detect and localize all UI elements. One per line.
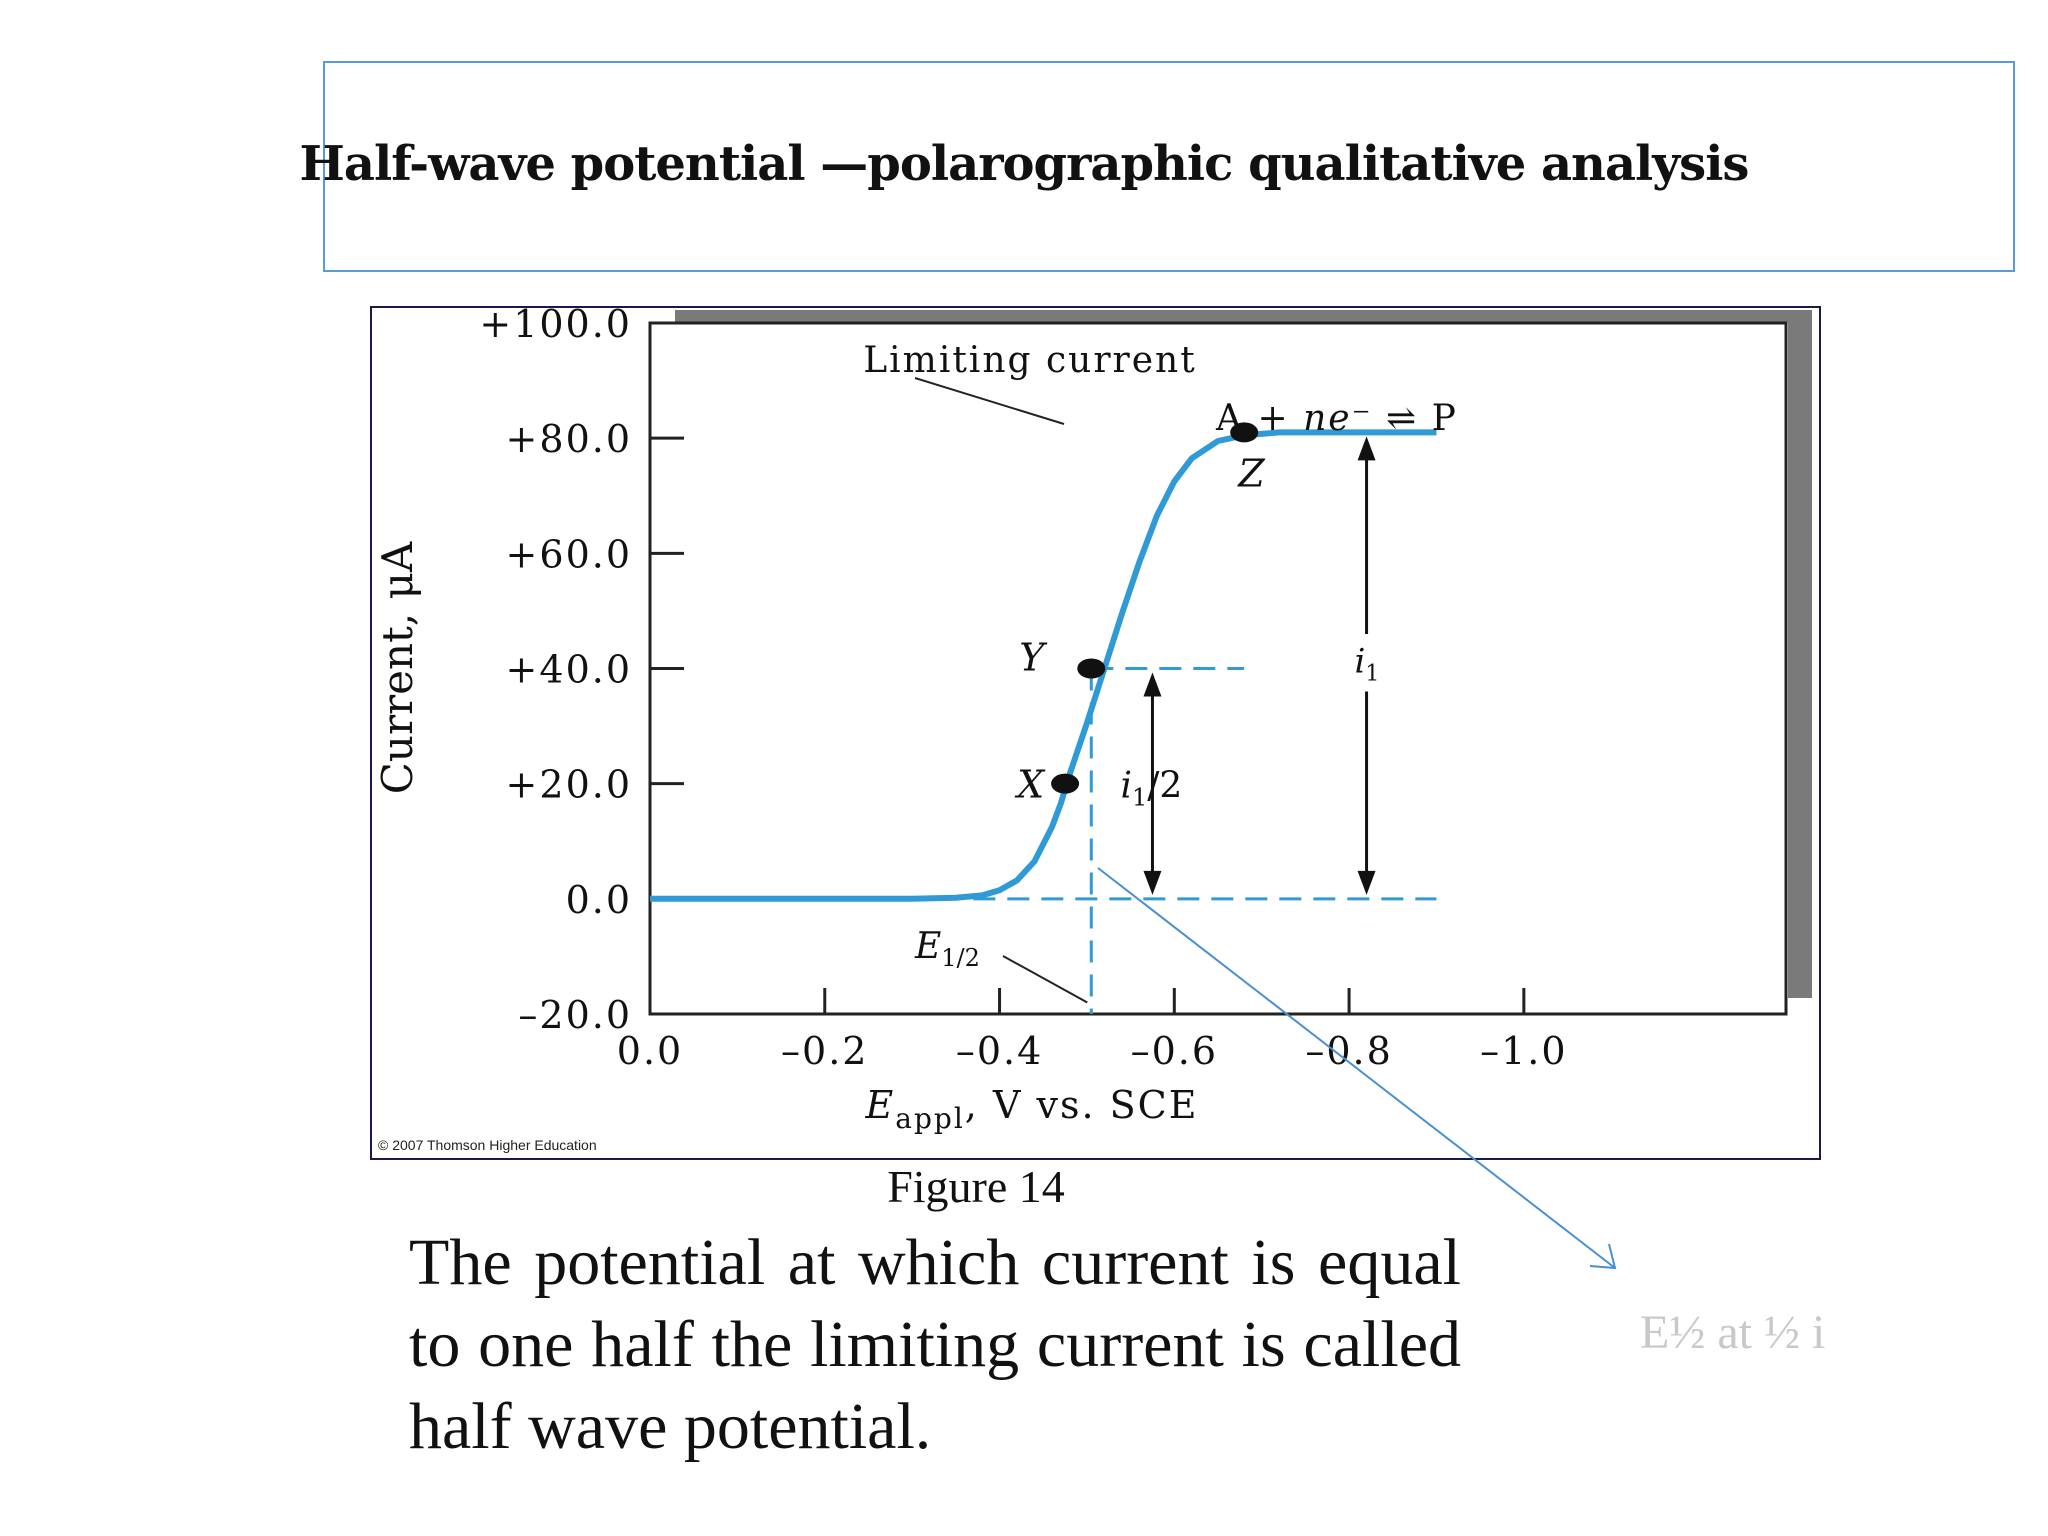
e-half-label-sub: 1/2 xyxy=(941,944,980,972)
limiting-current-label: Limiting current xyxy=(863,340,1196,381)
plot-shadow-top xyxy=(675,310,1812,322)
x-axis-label-sub: appl xyxy=(895,1102,965,1135)
e-half-pointer xyxy=(1002,955,1088,1004)
y-axis-label: Current, μA xyxy=(373,541,422,794)
half-current-label-part: /2 xyxy=(1147,766,1182,807)
point-label-z: Z xyxy=(1237,451,1265,495)
point-label-x: X xyxy=(1014,763,1046,807)
polarogram-chart: +100.0+80.0+60.0+40.0+20.00.0–20.0 0.0 –0… xyxy=(373,306,1812,1153)
e-half-label-main: E xyxy=(914,926,941,967)
x-tick-label: –0.4 xyxy=(956,1029,1043,1073)
reaction-rhs: ⁻ ⇌ P xyxy=(1352,398,1458,439)
e-half-label: E1/2 xyxy=(914,926,980,972)
half-current-arrow-head-up xyxy=(1143,672,1162,697)
x-tick-label: –0.6 xyxy=(1131,1029,1218,1073)
point-label-y: Y xyxy=(1019,636,1048,680)
point-x xyxy=(1051,773,1080,794)
body-text: The potential at which current is equal … xyxy=(409,1226,1461,1463)
reaction-ne: ne xyxy=(1303,398,1352,439)
x-tick-label: 0.0 xyxy=(617,1029,683,1073)
x-axis-label-rest: , V vs. SCE xyxy=(965,1083,1199,1127)
y-tick-label: +80.0 xyxy=(506,417,632,461)
half-current-label-part: 1 xyxy=(1132,784,1147,812)
copyright-note: © 2007 Thomson Higher Education xyxy=(378,1137,597,1153)
polarogram-curve xyxy=(650,429,1437,902)
x-axis-label: Eappl, V vs. SCE xyxy=(865,1083,1199,1135)
limiting-arrow-head-up xyxy=(1357,436,1376,461)
plot-shadow-right xyxy=(1788,310,1812,998)
limiting-symbol-i: i xyxy=(1355,642,1366,682)
reaction-lhs: A + xyxy=(1215,398,1303,439)
title-box xyxy=(323,61,2015,272)
limiting-current-pointer xyxy=(914,377,1065,425)
limiting-current-symbol: i1 xyxy=(1355,642,1380,687)
half-current-label-part: i xyxy=(1120,766,1132,807)
figure-caption: Figure 14 xyxy=(887,1161,1065,1212)
y-tick-label: –20.0 xyxy=(518,993,632,1037)
y-tick-label: +40.0 xyxy=(506,648,632,692)
point-y xyxy=(1077,658,1106,679)
limiting-symbol-sub: 1 xyxy=(1365,662,1379,687)
y-tick-label: +100.0 xyxy=(479,306,632,346)
x-tick-label: –1.0 xyxy=(1480,1029,1567,1073)
y-tick-label: +20.0 xyxy=(506,763,632,807)
slide-title: Half-wave potential —polarographic quali… xyxy=(299,136,1750,192)
y-tick-label: 0.0 xyxy=(566,878,632,922)
x-axis-label-main: E xyxy=(865,1083,896,1127)
side-note: E½ at ½ i xyxy=(1640,1306,1826,1359)
x-tick-label: –0.2 xyxy=(781,1029,868,1073)
half-current-label: i1/2 xyxy=(1120,766,1182,812)
reaction-equation: A + ne⁻ ⇌ P xyxy=(1215,398,1458,439)
callout-arrow-head xyxy=(1589,1243,1617,1270)
x-tick-label: –0.8 xyxy=(1305,1029,1392,1073)
point-z xyxy=(1230,422,1259,443)
y-tick-label: +60.0 xyxy=(506,532,632,576)
